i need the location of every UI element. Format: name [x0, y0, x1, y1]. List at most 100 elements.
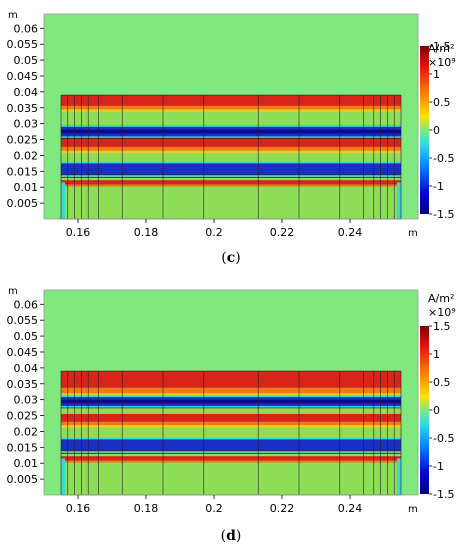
caption-open: ( — [221, 528, 226, 544]
x-tick-label: 0.18 — [134, 226, 159, 239]
colorbar-scale: ×10⁹ — [428, 56, 456, 69]
plot-frame — [43, 289, 419, 496]
x-tick-label: 0.22 — [270, 502, 295, 515]
colorbar: A/m² ×10⁹ 1.5 1 0.5 0 -0.5 -1 -1.5 — [420, 40, 456, 221]
colorbar-unit: A/m² — [428, 42, 454, 55]
domain-heatmap — [60, 94, 402, 220]
y-tick-label: 0.005 — [7, 473, 39, 486]
gap-line — [61, 450, 401, 454]
lower-orange-band — [61, 421, 401, 426]
caption-close: ) — [235, 250, 240, 266]
y-tick-label: 0.055 — [7, 314, 39, 327]
panel-caption: (c) — [221, 250, 240, 266]
colorbar-tick-label: 1.5 — [433, 40, 451, 53]
domain-heatmap — [60, 370, 402, 496]
upper-darkblue-core — [61, 399, 401, 404]
x-unit-label: m — [408, 228, 418, 239]
y-tick-label: 0.01 — [14, 181, 39, 194]
bottom-orange-band — [61, 460, 401, 463]
colorbar-tick-label: -1.5 — [433, 208, 454, 221]
upper-yellow-band — [61, 393, 401, 396]
colorbar-tick-label: 0 — [433, 124, 440, 137]
y-tick-label: 0.02 — [14, 425, 39, 438]
colorbar: A/m² ×10⁹ 1.5 1 0.5 0 -0.5 -1 -1.5 — [420, 292, 456, 501]
x-tick-label: 0.24 — [338, 502, 363, 515]
colorbar-gradient — [420, 326, 429, 494]
colorbar-tick-label: -0.5 — [433, 432, 454, 445]
caption-open: ( — [221, 250, 226, 266]
colorbar-unit: A/m² — [428, 292, 454, 305]
colorbar-tick-label: -1 — [433, 180, 444, 193]
colorbar-tick-label: 0 — [433, 404, 440, 417]
x-tick-label: 0.18 — [134, 502, 159, 515]
y-tick-label: 0.05 — [14, 330, 39, 343]
y-tick-label: 0.025 — [7, 134, 39, 147]
y-tick-label: 0.035 — [7, 102, 39, 115]
upper-darkblue-core — [61, 129, 401, 134]
y-tick-label: 0.015 — [7, 165, 39, 178]
y-tick-label: 0.01 — [14, 457, 39, 470]
x-tick-label: 0.22 — [270, 226, 295, 239]
lower-orange-band — [61, 146, 401, 151]
colorbar-tick-label: -0.5 — [433, 152, 454, 165]
y-tick-label: 0.04 — [14, 362, 39, 375]
y-tick-label: 0.06 — [14, 22, 39, 35]
y-tick-label: 0.045 — [7, 70, 39, 83]
y-tick-label: 0.03 — [14, 394, 39, 407]
x-tick-label: 0.16 — [66, 226, 91, 239]
x-tick-label: 0.16 — [66, 502, 91, 515]
upper-orange-band — [61, 105, 401, 110]
upper-orange-band — [61, 387, 401, 394]
y-tick-label: 0.055 — [7, 38, 39, 51]
colorbar-tick-label: 0.5 — [433, 376, 451, 389]
y-unit-label: m — [8, 286, 18, 297]
lower-yellow-band — [61, 150, 401, 154]
y-axis-ticks: 0.005 0.01 0.015 0.02 0.025 0.03 0.035 0.04 0.04… — [7, 22, 44, 210]
caption-letter: d — [226, 528, 236, 544]
panel-caption: (d) — [221, 528, 242, 544]
colorbar-tick-label: 0.5 — [433, 96, 451, 109]
colorbar-scale: ×10⁹ — [428, 306, 456, 319]
y-unit-label: m — [8, 10, 18, 21]
x-axis-ticks: 0.16 0.18 0.2 0.22 0.24 — [66, 219, 362, 239]
y-tick-label: 0.035 — [7, 378, 39, 391]
y-tick-label: 0.04 — [14, 86, 39, 99]
x-tick-label: 0.2 — [205, 226, 223, 239]
y-tick-label: 0.02 — [14, 149, 39, 162]
plot-frame — [43, 13, 419, 220]
y-tick-label: 0.015 — [7, 441, 39, 454]
colorbar-ticks: 1.5 1 0.5 0 -0.5 -1 -1.5 — [429, 40, 454, 221]
lower-yellow-band — [61, 425, 401, 428]
y-axis-ticks: 0.005 0.01 0.015 0.02 0.025 0.03 0.035 0.04 0.04… — [7, 298, 44, 486]
panel-c: m 0.0050.010.0150.020.0250.030.0350.040.… — [7, 10, 456, 266]
y-tick-label: 0.005 — [7, 197, 39, 210]
right-edge-strip — [397, 182, 401, 219]
y-tick-label: 0.045 — [7, 346, 39, 359]
plot-area — [43, 13, 419, 220]
colorbar-tick-label: -1 — [433, 460, 444, 473]
x-tick-label: 0.2 — [205, 502, 223, 515]
bottom-red-band — [61, 180, 401, 185]
y-tick-label: 0.05 — [14, 54, 39, 67]
bottom-orange-band — [61, 184, 401, 187]
lower-red-band — [61, 413, 401, 426]
y-tick-label: 0.03 — [14, 118, 39, 131]
plot-area — [43, 289, 419, 496]
gap-line — [61, 174, 401, 178]
y-tick-label: 0.06 — [14, 298, 39, 311]
colorbar-tick-label: 1 — [433, 348, 440, 361]
lower-blue-band — [61, 163, 401, 175]
left-edge-strip — [61, 182, 65, 219]
left-edge-strip — [61, 458, 65, 495]
colorbar-ticks: 1.5 1 0.5 0 -0.5 -1 -1.5 — [429, 320, 454, 501]
bottom-red-band — [61, 456, 401, 461]
colorbar-gradient — [420, 46, 429, 214]
right-edge-strip — [397, 458, 401, 495]
caption-letter: c — [227, 250, 236, 266]
panel-d: m 0.0050.010.0150.020.0250.030.0350.040.… — [7, 286, 456, 544]
x-axis-ticks: 0.16 0.18 0.2 0.22 0.24 — [66, 495, 363, 515]
lower-blue-band — [61, 439, 401, 451]
colorbar-tick-label: 1 — [433, 68, 440, 81]
x-unit-label: m — [408, 504, 418, 515]
